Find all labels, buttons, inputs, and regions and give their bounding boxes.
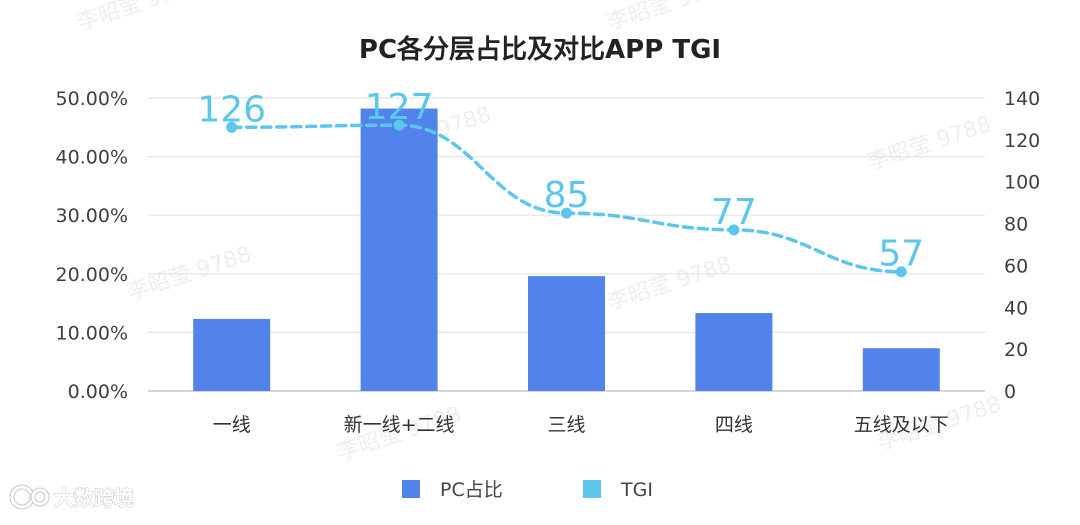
tgi-data-label: 57 xyxy=(878,234,924,275)
category-label: 新一线+二线 xyxy=(344,414,455,436)
legend-label-pc: PC占比 xyxy=(440,479,503,501)
category-label: 五线及以下 xyxy=(854,414,949,436)
right-tick-label: 0 xyxy=(1004,381,1016,403)
right-tick-label: 140 xyxy=(1004,88,1040,110)
category-labels: 一线 新一线+二线 三线 四线 五线及以下 xyxy=(213,414,949,436)
left-tick-label: 30.00% xyxy=(56,205,128,227)
tgi-point xyxy=(728,224,740,236)
tgi-point xyxy=(393,119,405,131)
category-label: 四线 xyxy=(715,414,753,436)
tgi-data-label: 85 xyxy=(544,175,590,216)
chart-title: PC各分层占比及对比APP TGI xyxy=(359,34,721,65)
legend: PC占比 TGI xyxy=(402,479,653,501)
legend-swatch-tgi xyxy=(583,480,601,498)
tgi-point xyxy=(561,207,572,219)
tgi-data-label: 127 xyxy=(365,87,434,128)
bar xyxy=(193,318,271,391)
line-series: 126 127 85 77 57 xyxy=(197,87,924,278)
category-label: 一线 xyxy=(213,414,251,436)
tgi-point xyxy=(895,266,907,278)
logo-icon xyxy=(9,484,50,510)
left-tick-label: 40.00% xyxy=(56,147,128,169)
left-tick-label: 10.00% xyxy=(56,322,128,344)
bar xyxy=(360,108,438,391)
left-tick-label: 0.00% xyxy=(68,381,128,403)
tgi-data-label: 126 xyxy=(197,89,266,130)
bar xyxy=(528,276,605,391)
watermark-text: 李昭莹 9788 xyxy=(74,0,204,36)
tgi-point xyxy=(226,121,238,133)
logo-text: 大数跨境 xyxy=(54,486,134,510)
legend-swatch-pc xyxy=(402,480,420,498)
left-tick-label: 20.00% xyxy=(56,264,128,286)
watermark-text: 李昭莹 9788 xyxy=(864,112,994,176)
right-tick-label: 60 xyxy=(1004,255,1028,277)
bar xyxy=(862,348,940,391)
watermark-text: 李昭莹 9788 xyxy=(604,252,734,316)
right-tick-label: 80 xyxy=(1004,214,1028,236)
left-tick-label: 50.00% xyxy=(56,88,128,110)
logo: 大数跨境 xyxy=(9,484,134,510)
bar-series xyxy=(193,108,940,391)
right-tick-label: 120 xyxy=(1004,130,1040,152)
right-tick-label: 20 xyxy=(1004,339,1028,361)
watermark-text: 李昭莹 9788 xyxy=(604,0,734,36)
right-tick-label: 40 xyxy=(1004,297,1028,319)
tgi-data-label: 77 xyxy=(711,192,757,233)
legend-label-tgi: TGI xyxy=(620,479,653,501)
category-label: 三线 xyxy=(547,414,585,436)
bar xyxy=(695,313,773,391)
right-axis-ticks: 0 20 40 60 80 100 120 140 xyxy=(1004,88,1040,403)
left-axis-ticks: 0.00% 10.00% 20.00% 30.00% 40.00% 50.00% xyxy=(56,88,128,403)
right-tick-label: 100 xyxy=(1004,172,1040,194)
